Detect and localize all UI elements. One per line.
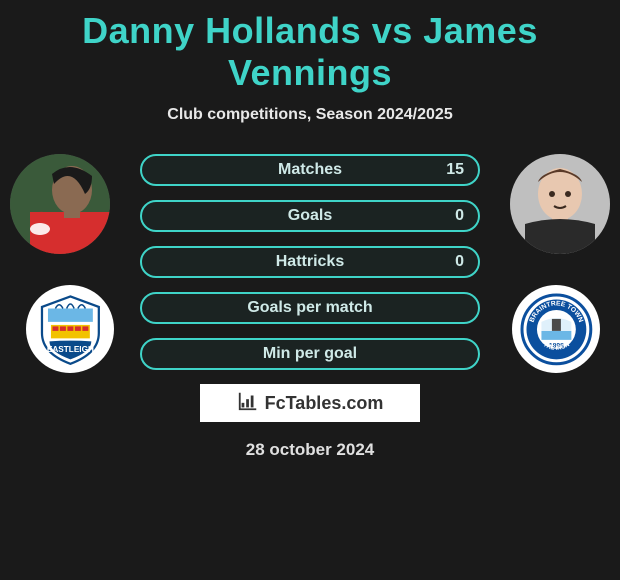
stat-row-matches: Matches 15	[140, 154, 480, 186]
page-title: Danny Hollands vs James Vennings	[0, 0, 620, 94]
stat-row-hattricks: Hattricks 0	[140, 246, 480, 278]
chart-icon	[237, 390, 259, 417]
stat-label: Min per goal	[263, 345, 357, 363]
stat-right-value: 0	[455, 253, 464, 271]
stat-row-goals: Goals 0	[140, 200, 480, 232]
footer-date: 28 october 2024	[0, 440, 620, 460]
club-crest-left: EASTLEIGH	[26, 285, 114, 373]
player-right-avatar	[510, 154, 610, 254]
club-crest-right: 1898 BRAINTREE TOWN THE IRON	[512, 285, 600, 373]
stat-label: Matches	[278, 161, 342, 179]
player-left-avatar	[10, 154, 110, 254]
stat-label: Hattricks	[276, 253, 344, 271]
stat-row-gpm: Goals per match	[140, 292, 480, 324]
footer-brand-logo: FcTables.com	[200, 384, 420, 422]
stat-row-mpg: Min per goal	[140, 338, 480, 370]
stat-label: Goals per match	[247, 299, 372, 317]
svg-text:EASTLEIGH: EASTLEIGH	[46, 344, 93, 353]
stats-area: Matches 15 Goals 0 Hattricks 0 Goals per…	[140, 154, 480, 370]
infographic-container: Danny Hollands vs James Vennings Club co…	[0, 0, 620, 580]
footer-brand-text: FcTables.com	[265, 393, 384, 414]
stat-right-value: 0	[455, 207, 464, 225]
stat-right-value: 15	[446, 161, 464, 179]
page-subtitle: Club competitions, Season 2024/2025	[0, 106, 620, 124]
stat-label: Goals	[288, 207, 332, 225]
main-area: EASTLEIGH 1898 BRAINTREE TOWN THE IRON	[0, 154, 620, 460]
